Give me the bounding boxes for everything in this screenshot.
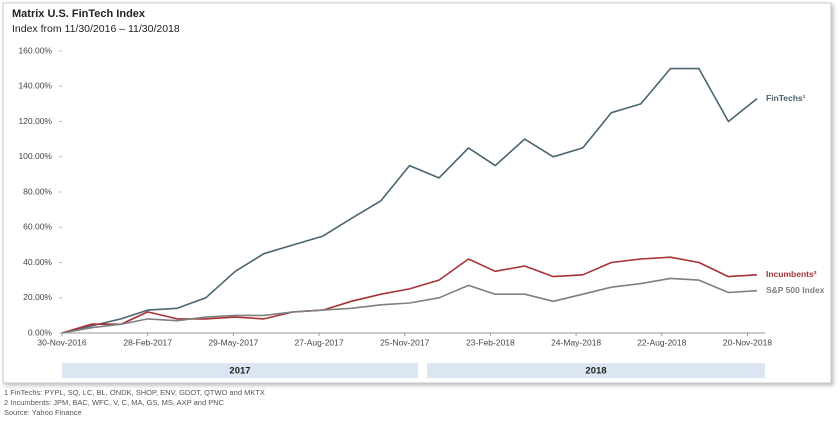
year-band [427, 363, 765, 378]
y-tick-label: 20.00% [23, 292, 52, 302]
chart-subtitle: Index from 11/30/2016 – 11/30/2018 [12, 23, 180, 35]
x-tick-label: 23-Feb-2018 [466, 337, 515, 347]
series-label: Incumbents² [766, 269, 817, 279]
y-tick-label: 60.00% [23, 222, 52, 232]
series-line [61, 67, 758, 334]
footnote: 1 FinTechs: PYPL, SQ, LC, BL, ONDK, SHOP… [4, 388, 265, 397]
year-label: 2018 [585, 366, 606, 377]
series-line [61, 277, 758, 334]
y-tick-label: 0.00% [28, 327, 53, 337]
year-label: 2017 [229, 366, 250, 377]
x-tick-label: 20-Nov-2018 [723, 337, 772, 347]
x-tick-label: 25-Nov-2017 [380, 337, 429, 347]
x-tick-label: 30-Nov-2016 [37, 337, 86, 347]
year-band [62, 363, 418, 378]
frame [2, 2, 832, 384]
y-tick-label: 140.00% [18, 81, 52, 91]
series-label: FinTechs¹ [766, 93, 806, 103]
y-tick-label: 80.00% [23, 186, 52, 196]
y-tick-label: 40.00% [23, 257, 52, 267]
x-tick-label: 24-May-2018 [551, 337, 601, 347]
y-tick-label: 120.00% [18, 116, 52, 126]
footnote: 2 Incumbents: JPM, BAC, WFC, V, C, MA, G… [4, 398, 225, 407]
x-tick-label: 29-May-2017 [208, 337, 258, 347]
x-tick-label: 28-Feb-2017 [123, 337, 172, 347]
footnote: Source: Yahoo Finance [4, 408, 82, 417]
chart-title: Matrix U.S. FinTech Index [12, 8, 146, 20]
x-tick-label: 22-Aug-2018 [637, 337, 686, 347]
series-label: S&P 500 Index [766, 285, 825, 295]
series-line [61, 256, 758, 334]
x-tick-label: 27-Aug-2017 [294, 337, 343, 347]
y-tick-label: 160.00% [18, 45, 52, 55]
y-tick-label: 100.00% [18, 151, 52, 161]
